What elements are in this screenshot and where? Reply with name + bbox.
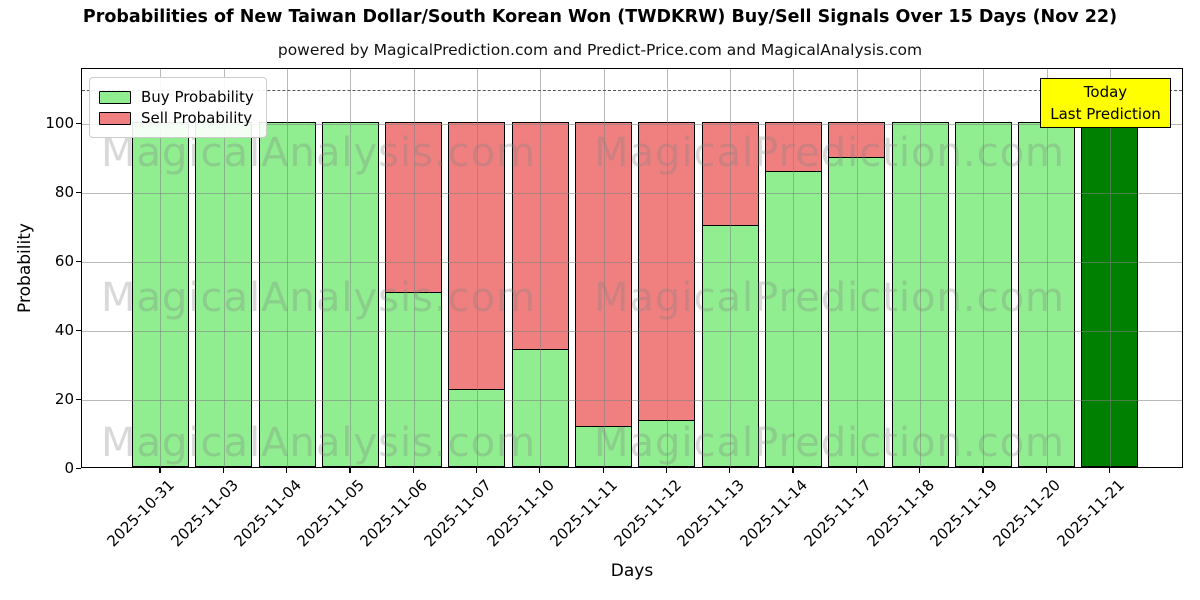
y-tick-label: 0 xyxy=(64,459,74,477)
x-tick-mark xyxy=(539,468,541,473)
x-tick-label-text: 2025-11-18 xyxy=(863,476,938,551)
chart-title: Probabilities of New Taiwan Dollar/South… xyxy=(82,7,1118,27)
plot-area: Buy Probability Sell Probability Magical… xyxy=(81,68,1183,468)
y-tick-label: 80 xyxy=(54,183,74,202)
gridline-v xyxy=(350,69,352,467)
x-tick-mark xyxy=(855,468,857,473)
gridline-v xyxy=(920,69,921,467)
x-tick-label-text: 2025-11-12 xyxy=(610,476,685,551)
buy-probability-swatch xyxy=(99,90,131,104)
x-tick-mark xyxy=(349,468,351,473)
annotation-line-last-prediction: Last Prediction xyxy=(1050,105,1161,123)
x-tick-mark xyxy=(286,468,288,473)
legend-item-sell: Sell Probability xyxy=(99,109,254,127)
gridline-h xyxy=(82,193,1182,195)
x-tick-label-text: 2025-11-07 xyxy=(420,476,495,551)
watermark-text: MagicalAnalysis.com xyxy=(101,420,537,466)
threshold-dashed-line xyxy=(82,89,1182,91)
x-tick-label-text: 2025-10-31 xyxy=(103,476,179,551)
gridline-v xyxy=(540,69,542,467)
legend-label-buy: Buy Probability xyxy=(141,88,254,106)
legend-label-sell: Sell Probability xyxy=(141,109,253,127)
x-tick-mark xyxy=(475,468,478,473)
gridline-v xyxy=(856,69,858,467)
y-tick-mark xyxy=(76,122,81,124)
x-tick-mark xyxy=(1045,468,1047,473)
y-tick-label: 20 xyxy=(54,390,74,409)
x-tick-mark xyxy=(792,468,794,473)
x-tick-label-text: 2025-11-17 xyxy=(800,476,875,551)
annotation-line-today: Today xyxy=(1083,83,1128,101)
x-tick-label-text: 2025-11-10 xyxy=(483,476,558,551)
y-tick-mark xyxy=(76,191,81,193)
gridline-h xyxy=(82,331,1182,333)
chart-subtitle: powered by MagicalPrediction.com and Pre… xyxy=(277,41,923,59)
x-tick-label-text: 2025-11-05 xyxy=(293,476,369,551)
gridline-v xyxy=(223,69,225,467)
y-tick-label: 100 xyxy=(45,114,74,133)
watermark-text: MagicalAnalysis.com xyxy=(101,130,537,176)
gridline-v xyxy=(730,69,732,467)
x-tick-label-text: 2025-11-19 xyxy=(926,476,1002,551)
gridline-v xyxy=(1046,69,1048,467)
gridline-v xyxy=(983,69,985,467)
watermark-text: MagicalPrediction.com xyxy=(594,130,1065,176)
x-axis-label: Days xyxy=(610,561,654,581)
x-tick-label-text: 2025-11-21 xyxy=(1053,476,1128,551)
gridline-v xyxy=(793,69,795,467)
watermark-text: MagicalPrediction.com xyxy=(594,420,1065,466)
x-tick-mark xyxy=(919,468,921,473)
x-tick-label-text: 2025-11-04 xyxy=(230,476,305,551)
gridline-v xyxy=(287,69,288,467)
x-tick-label-text: 2025-11-13 xyxy=(673,476,748,551)
watermark-text: MagicalAnalysis.com xyxy=(101,275,537,321)
gridline-v xyxy=(1109,69,1111,467)
gridline-v xyxy=(160,69,162,467)
x-tick-mark xyxy=(1108,468,1111,473)
gridline-h xyxy=(82,262,1182,264)
x-tick-label-text: 2025-11-20 xyxy=(989,476,1065,551)
x-tick-mark xyxy=(665,468,668,473)
y-tick-mark xyxy=(76,467,81,469)
today-last-prediction-box: Today Last Prediction xyxy=(1040,78,1171,128)
watermark-text: MagicalPrediction.com xyxy=(594,275,1065,321)
y-tick-mark xyxy=(76,398,81,400)
gridline-v xyxy=(413,69,415,467)
legend-item-buy: Buy Probability xyxy=(99,88,254,106)
gridline-v xyxy=(476,69,478,467)
x-tick-mark xyxy=(412,468,414,473)
x-tick-mark xyxy=(729,468,731,473)
x-tick-label-text: 2025-11-14 xyxy=(736,476,812,551)
gridline-v xyxy=(666,69,668,467)
legend: Buy Probability Sell Probability xyxy=(89,77,267,138)
gridline-h xyxy=(82,124,1182,126)
x-tick-mark xyxy=(159,468,161,473)
y-tick-label: 40 xyxy=(54,321,74,340)
y-tick-mark xyxy=(76,260,81,262)
y-tick-mark xyxy=(76,329,81,331)
x-tick-label-text: 2025-11-03 xyxy=(167,476,242,551)
sell-probability-swatch xyxy=(99,111,131,125)
gridline-v xyxy=(603,69,605,467)
y-tick-label: 60 xyxy=(54,252,74,271)
x-tick-mark xyxy=(982,468,984,473)
x-tick-mark xyxy=(222,468,224,473)
x-tick-label-text: 2025-11-11 xyxy=(546,476,622,551)
x-tick-mark xyxy=(602,468,604,473)
x-tick-label-text: 2025-11-06 xyxy=(356,476,432,551)
gridline-h xyxy=(82,400,1182,402)
